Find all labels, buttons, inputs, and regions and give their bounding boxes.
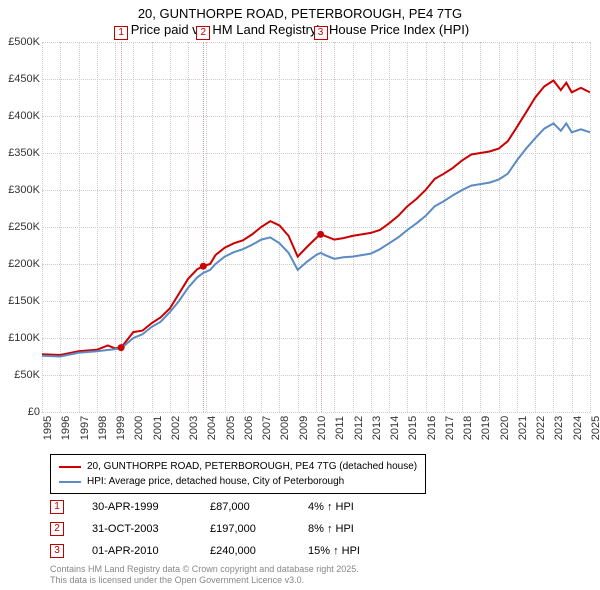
x-axis-label: 2000 xyxy=(133,416,145,440)
x-axis-label: 2005 xyxy=(225,416,237,440)
x-axis-label: 1998 xyxy=(97,416,109,440)
sale-marker-box: 3 xyxy=(314,26,328,40)
legend-row: 20, GUNTHORPE ROAD, PETERBOROUGH, PE4 7T… xyxy=(59,459,417,474)
footer-line-2: This data is licensed under the Open Gov… xyxy=(50,575,359,586)
sale-marker-box: 3 xyxy=(50,544,64,558)
x-axis-label: 2025 xyxy=(590,416,600,440)
sale-price: £240,000 xyxy=(210,545,280,557)
sale-marker-box: 2 xyxy=(196,26,210,40)
sale-date: 30-APR-1999 xyxy=(92,501,182,513)
y-axis-label: £500K xyxy=(0,36,40,48)
x-axis-label: 2022 xyxy=(535,416,547,440)
legend-swatch xyxy=(59,466,81,468)
x-axis-label: 2012 xyxy=(353,416,365,440)
sale-marker-dot xyxy=(118,344,125,351)
x-axis-label: 2011 xyxy=(334,416,346,440)
x-axis-label: 2001 xyxy=(152,416,164,440)
gridline-horizontal xyxy=(42,412,590,413)
chart-lines xyxy=(42,42,590,412)
legend-label: HPI: Average price, detached house, City… xyxy=(87,474,344,489)
sales-row: 2 31-OCT-2003 £197,000 8% ↑ HPI xyxy=(50,518,398,540)
x-axis-label: 2004 xyxy=(206,416,218,440)
footer-attribution: Contains HM Land Registry data © Crown c… xyxy=(50,564,359,587)
x-axis-label: 2018 xyxy=(462,416,474,440)
sale-price: £87,000 xyxy=(210,501,280,513)
x-axis-label: 2023 xyxy=(553,416,565,440)
x-axis-label: 2015 xyxy=(407,416,419,440)
sale-hpi-delta: 8% ↑ HPI xyxy=(308,523,398,535)
sale-marker-box: 2 xyxy=(50,522,64,536)
sale-marker-box: 1 xyxy=(50,500,64,514)
x-axis-label: 2016 xyxy=(426,416,438,440)
legend-label: 20, GUNTHORPE ROAD, PETERBOROUGH, PE4 7T… xyxy=(87,459,417,474)
legend-row: HPI: Average price, detached house, City… xyxy=(59,474,417,489)
chart-legend: 20, GUNTHORPE ROAD, PETERBOROUGH, PE4 7T… xyxy=(50,454,426,494)
x-axis-label: 2020 xyxy=(499,416,511,440)
gridline-vertical xyxy=(590,42,591,412)
y-axis-label: £350K xyxy=(0,147,40,159)
x-axis-label: 2017 xyxy=(444,416,456,440)
sale-price: £197,000 xyxy=(210,523,280,535)
sale-marker-box: 1 xyxy=(114,26,128,40)
x-axis-label: 2003 xyxy=(188,416,200,440)
sale-hpi-delta: 4% ↑ HPI xyxy=(308,501,398,513)
x-axis-label: 2007 xyxy=(261,416,273,440)
y-axis-label: £300K xyxy=(0,184,40,196)
x-axis-label: 2002 xyxy=(170,416,182,440)
sales-row: 1 30-APR-1999 £87,000 4% ↑ HPI xyxy=(50,496,398,518)
chart-plot-area: £0£50K£100K£150K£200K£250K£300K£350K£400… xyxy=(42,42,590,412)
sale-date: 01-APR-2010 xyxy=(92,545,182,557)
chart-title: 20, GUNTHORPE ROAD, PETERBOROUGH, PE4 7T… xyxy=(0,0,600,39)
y-axis-label: £0 xyxy=(0,406,40,418)
x-axis-label: 2008 xyxy=(279,416,291,440)
page: 20, GUNTHORPE ROAD, PETERBOROUGH, PE4 7T… xyxy=(0,0,600,590)
y-axis-label: £400K xyxy=(0,110,40,122)
x-axis-label: 2009 xyxy=(298,416,310,440)
x-axis-label: 1997 xyxy=(79,416,91,440)
sales-table: 1 30-APR-1999 £87,000 4% ↑ HPI 2 31-OCT-2003 £… xyxy=(50,496,398,562)
x-axis-label: 1996 xyxy=(60,416,72,440)
series-line xyxy=(42,81,590,356)
y-axis-label: £250K xyxy=(0,221,40,233)
legend-swatch xyxy=(59,481,81,483)
x-axis-label: 2013 xyxy=(371,416,383,440)
series-line xyxy=(42,123,590,356)
x-axis-label: 1999 xyxy=(115,416,127,440)
y-axis-label: £50K xyxy=(0,369,40,381)
title-line-2: Price paid vs. HM Land Registry's House … xyxy=(0,22,600,38)
x-axis-label: 2019 xyxy=(480,416,492,440)
x-axis-label: 2014 xyxy=(389,416,401,440)
x-axis-label: 2006 xyxy=(243,416,255,440)
y-axis-label: £450K xyxy=(0,73,40,85)
y-axis-label: £100K xyxy=(0,332,40,344)
footer-line-1: Contains HM Land Registry data © Crown c… xyxy=(50,564,359,575)
sales-row: 3 01-APR-2010 £240,000 15% ↑ HPI xyxy=(50,540,398,562)
sale-hpi-delta: 15% ↑ HPI xyxy=(308,545,398,557)
y-axis-label: £150K xyxy=(0,295,40,307)
x-axis-label: 1995 xyxy=(42,416,54,440)
sale-date: 31-OCT-2003 xyxy=(92,523,182,535)
sale-marker-dot xyxy=(317,231,324,238)
x-axis-label: 2021 xyxy=(517,416,529,440)
y-axis-label: £200K xyxy=(0,258,40,270)
title-line-1: 20, GUNTHORPE ROAD, PETERBOROUGH, PE4 7T… xyxy=(0,6,600,22)
x-axis-label: 2010 xyxy=(316,416,328,440)
sale-marker-dot xyxy=(200,263,207,270)
x-axis-label: 2024 xyxy=(572,416,584,440)
